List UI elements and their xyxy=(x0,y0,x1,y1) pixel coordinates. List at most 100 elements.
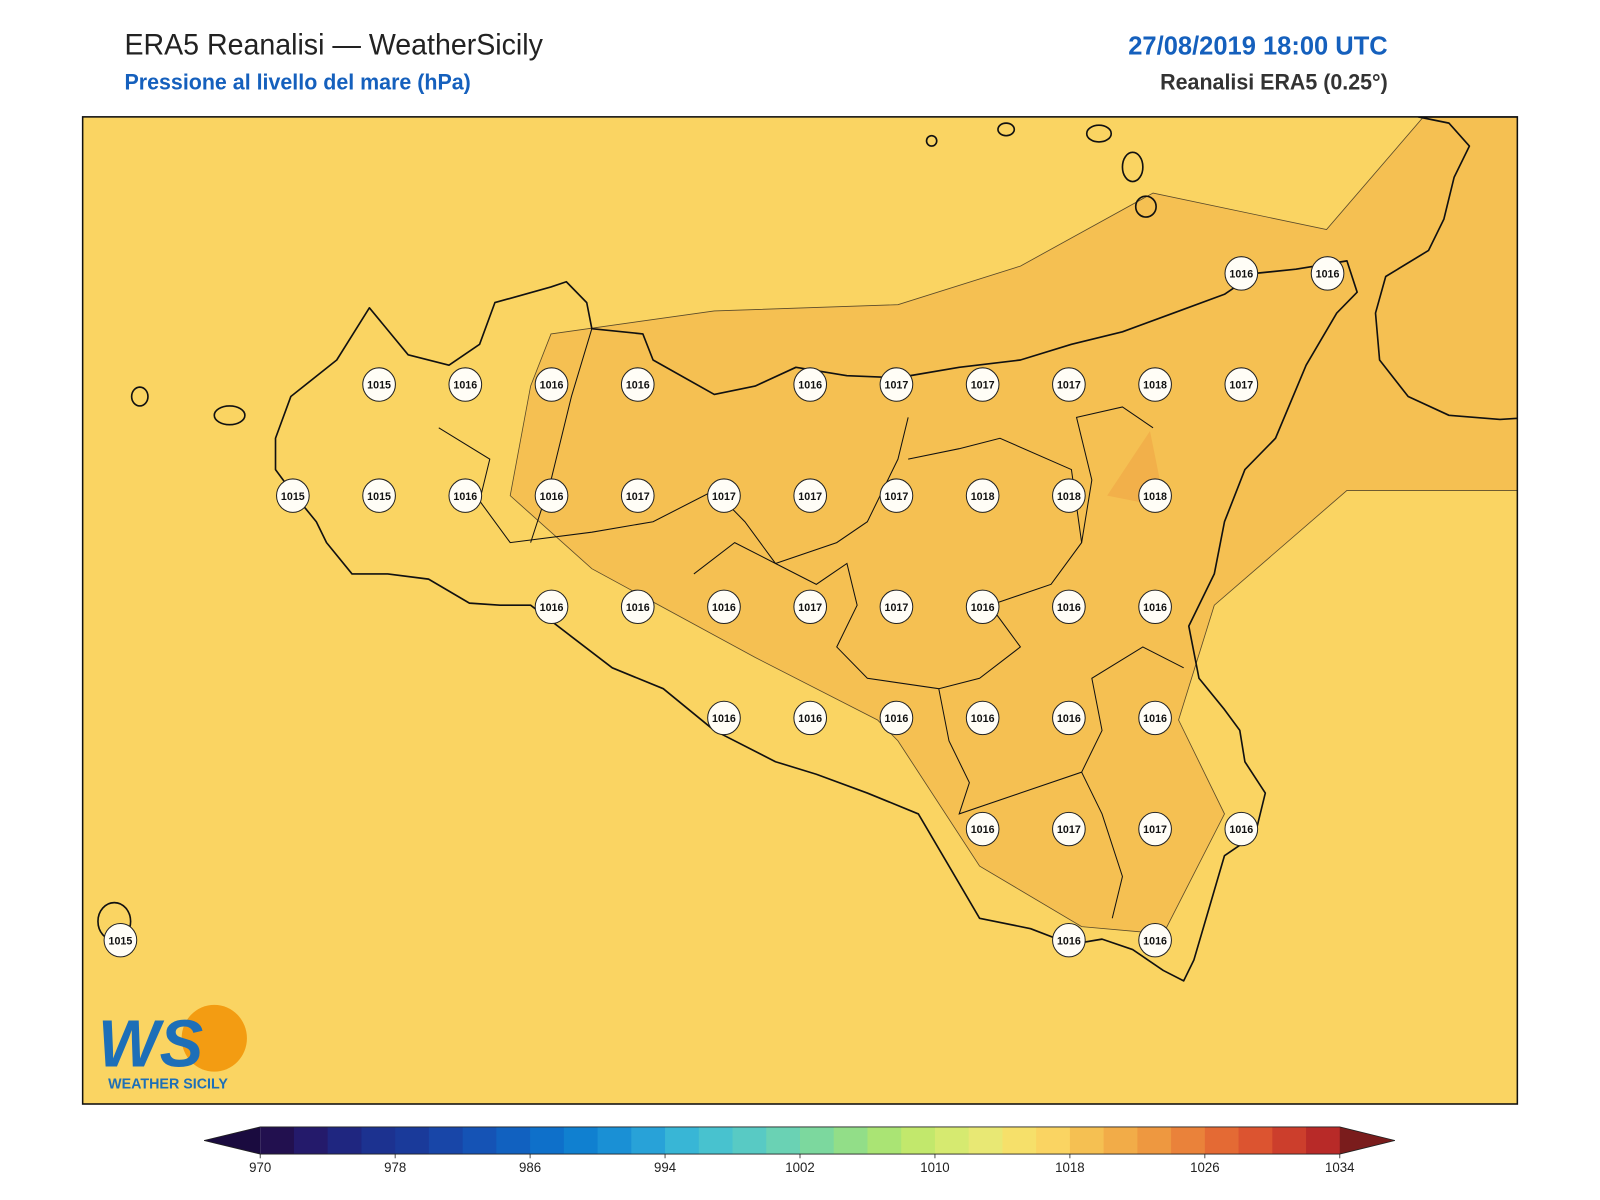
station-value: 1017 xyxy=(798,491,822,503)
station-marker xyxy=(448,478,483,513)
station-marker xyxy=(965,700,1000,736)
colorbar-segment xyxy=(1002,1126,1037,1155)
colorbar-tick-label: 1018 xyxy=(1055,1160,1084,1175)
station-value: 1016 xyxy=(712,602,736,614)
coastline-sicily xyxy=(274,260,1358,982)
island xyxy=(1121,151,1144,183)
colorbar-segment xyxy=(293,1126,329,1155)
station-value: 1016 xyxy=(971,713,995,725)
station-value: 1016 xyxy=(626,602,650,614)
station-marker xyxy=(1052,700,1086,736)
coastline-calabria xyxy=(1374,116,1518,421)
station-marker xyxy=(534,367,569,402)
station-marker xyxy=(362,478,396,513)
station-marker xyxy=(965,811,1000,847)
stations: 1016 1016 1015 1016 1016 1016 1016 1017 1017 1017… xyxy=(103,256,1345,958)
colorbar-segment xyxy=(1137,1126,1172,1155)
province-borders xyxy=(530,328,593,543)
station-marker xyxy=(707,589,741,624)
colorbar-segment xyxy=(395,1126,430,1155)
station-marker xyxy=(707,700,741,736)
station-value: 1016 xyxy=(885,713,909,725)
station-marker xyxy=(362,367,396,402)
station-marker xyxy=(534,589,569,624)
station-marker xyxy=(1224,367,1259,402)
colorbar-segment xyxy=(1171,1126,1206,1155)
station-value: 1016 xyxy=(971,824,995,836)
colorbar-segment xyxy=(766,1126,801,1155)
station-marker xyxy=(1138,478,1172,513)
station-marker xyxy=(1138,367,1172,402)
colorbar-segment xyxy=(867,1126,902,1155)
station-marker xyxy=(879,700,914,736)
station-marker xyxy=(1138,589,1172,624)
station-value: 1015 xyxy=(367,380,391,392)
station-marker xyxy=(793,478,828,513)
station-value: 1016 xyxy=(540,491,564,503)
station-value: 1017 xyxy=(798,602,822,614)
station-value: 1016 xyxy=(1143,713,1167,725)
station-marker xyxy=(1138,811,1172,847)
station-marker xyxy=(1310,256,1345,291)
station-marker xyxy=(1052,811,1086,847)
station-marker xyxy=(1224,256,1259,291)
station-marker xyxy=(879,478,914,513)
colorbar-tick-label: 978 xyxy=(384,1160,406,1175)
station-marker xyxy=(620,478,655,513)
station-marker xyxy=(1052,589,1086,624)
colorbar-segment xyxy=(462,1126,497,1155)
station-value: 1017 xyxy=(971,380,995,392)
station-value: 1016 xyxy=(1143,935,1167,947)
station-marker xyxy=(534,478,569,513)
station-marker xyxy=(879,367,914,402)
island xyxy=(130,386,149,407)
station-value: 1015 xyxy=(367,491,391,503)
station-value: 1016 xyxy=(626,380,650,392)
colorbar-under xyxy=(204,1126,261,1155)
island xyxy=(925,134,938,147)
station-value: 1016 xyxy=(1143,602,1167,614)
island xyxy=(1134,195,1157,218)
station-marker xyxy=(620,589,655,624)
colorbar-segment xyxy=(1306,1126,1341,1155)
station-value: 1017 xyxy=(1229,380,1253,392)
station-value: 1015 xyxy=(281,491,305,503)
colorbar-tick-label: 970 xyxy=(249,1160,271,1175)
station-value: 1016 xyxy=(1229,824,1253,836)
province-borders xyxy=(693,406,1154,690)
station-value: 1016 xyxy=(453,491,477,503)
colorbar-segment xyxy=(1036,1126,1071,1155)
station-value: 1018 xyxy=(1143,491,1167,503)
station-marker xyxy=(276,478,310,513)
province-borders xyxy=(938,646,1184,815)
station-marker xyxy=(448,367,483,402)
station-value: 1017 xyxy=(885,380,909,392)
colorbar-tick-label: 1010 xyxy=(920,1160,949,1175)
station-value: 1016 xyxy=(453,380,477,392)
colorbar-segment xyxy=(260,1126,295,1155)
colorbar-segment xyxy=(1103,1126,1138,1155)
station-marker xyxy=(793,367,828,402)
station-value: 1016 xyxy=(540,602,564,614)
colorbar-segment xyxy=(665,1126,700,1155)
colorbar-segment xyxy=(428,1126,464,1155)
colorbar-segment xyxy=(1272,1126,1307,1155)
station-value: 1017 xyxy=(1143,824,1167,836)
colorbar-segment xyxy=(800,1126,835,1155)
logo: WS WEATHER SICILY xyxy=(98,1004,247,1092)
province-borders xyxy=(1081,771,1123,919)
colorbar-segment xyxy=(901,1126,936,1155)
station-marker xyxy=(1052,367,1086,402)
colorbar-segment xyxy=(496,1126,531,1155)
logo-mark: WS xyxy=(98,1006,203,1081)
source: Reanalisi ERA5 (0.25°) xyxy=(1160,70,1388,95)
station-marker xyxy=(965,478,1000,513)
colorbar: 970 978 986 994 1002 1010 1018 1026 1034 xyxy=(203,1126,1395,1175)
colorbar-tick-label: 994 xyxy=(654,1160,677,1175)
station-value: 1017 xyxy=(885,602,909,614)
datetime: 27/08/2019 18:00 UTC xyxy=(1128,32,1388,60)
station-marker xyxy=(793,589,828,624)
island xyxy=(1085,124,1113,143)
colorbar-segment xyxy=(833,1126,868,1155)
